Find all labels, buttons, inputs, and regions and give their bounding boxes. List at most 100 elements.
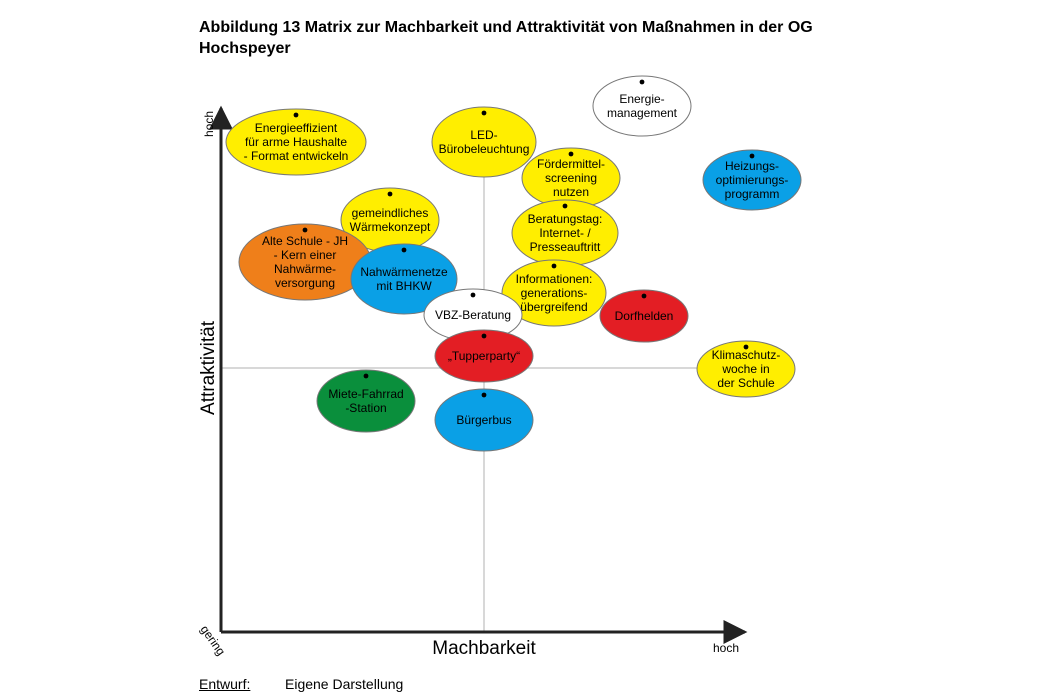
bubble-marker: [302, 227, 308, 233]
bubble-label-line: - Kern einer: [274, 248, 337, 262]
bubble-ellipse: [225, 108, 367, 176]
bubble-marker: [481, 392, 487, 398]
bubble: Informationen: generations-übergreifend: [501, 259, 607, 327]
bubble-label-line: Informationen:: [516, 272, 593, 286]
source-value: Eigene Darstellung: [285, 676, 404, 692]
bubble-label: Fördermittel-screening nutzen: [537, 157, 605, 199]
bubble-label-line: Bürobeleuchtung: [439, 142, 530, 156]
bubble-marker: [568, 151, 574, 157]
bubble-label: Beratungstag: Internet- / Presseauftritt: [528, 212, 603, 254]
bubble-ellipse: [431, 106, 537, 178]
bubble: Dorfhelden: [599, 289, 689, 343]
bubble-ellipse: [696, 340, 796, 398]
bubble-marker: [401, 247, 407, 253]
bubble-label: Informationen: generations-übergreifend: [516, 272, 593, 314]
bubble-label: „Tupperparty“: [448, 349, 520, 363]
bubble-label-line: generations-: [521, 286, 588, 300]
bubble-label-line: Bürgerbus: [456, 413, 511, 427]
bubble-label: LED-Bürobeleuchtung: [439, 128, 530, 156]
bubble-marker: [481, 110, 487, 116]
bubble-label-line: screening: [545, 171, 597, 185]
bubble-label-line: woche in: [721, 362, 769, 376]
source-note: Entwurf: Eigene Darstellung: [199, 676, 403, 692]
bubble-marker: [562, 203, 568, 209]
axis-labels: Machbarkeit Attraktivität hoch hoch geri…: [198, 111, 739, 659]
bubble-marker: [639, 79, 645, 85]
bubble-ellipse: [316, 369, 416, 433]
bubble-label: Klimaschutz-woche in der Schule: [712, 348, 781, 390]
bubble: LED-Bürobeleuchtung: [431, 106, 537, 178]
bubble-marker: [470, 292, 476, 298]
bubble-label: Energieeffizient für arme Haushalte - Form…: [244, 121, 349, 163]
bubble-ellipse: [350, 243, 458, 315]
bubble-label: Miete-Fahrrad -Station: [328, 387, 403, 415]
bubble-label-line: Klimaschutz-: [712, 348, 781, 362]
bubble-marker: [293, 112, 299, 118]
source-label: Entwurf:: [199, 676, 251, 692]
bubbles: Energieeffizient für arme Haushalte - Form…: [225, 75, 802, 452]
bubble-label-line: Nahwärme-: [274, 262, 336, 276]
figure-title: Abbildung 13 Matrix zur Machbarkeit und …: [199, 19, 813, 57]
bubble-marker: [551, 263, 557, 269]
bubble-label: Energie-management: [607, 92, 678, 120]
bubble: Alte Schule - JH - Kern einer Nahwärme-ver…: [238, 223, 372, 301]
bubble: „Tupperparty“: [434, 329, 534, 383]
bubble-label-line: versorgung: [275, 276, 335, 290]
bubble-marker: [749, 153, 755, 159]
bubble-label-line: der Schule: [717, 376, 775, 390]
x-axis-title: Machbarkeit: [432, 638, 536, 659]
bubble-marker: [481, 333, 487, 339]
bubble-label: Dorfhelden: [615, 309, 674, 323]
bubble-label-line: mit BHKW: [376, 279, 432, 293]
bubble: Beratungstag: Internet- / Presseauftritt: [511, 199, 619, 267]
bubble-ellipse: [434, 388, 534, 452]
bubble: Nahwärmenetze mit BHKW: [350, 243, 458, 315]
bubble-ellipse: [501, 259, 607, 327]
bubble-label-line: nutzen: [553, 185, 589, 199]
bubble-label-line: Energie-: [619, 92, 664, 106]
bubble-label-line: optimierungs-: [716, 173, 789, 187]
bubble: Fördermittel-screening nutzen: [521, 147, 621, 209]
bubble: Energie-management: [592, 75, 692, 137]
bubble-label-line: Alte Schule - JH: [262, 234, 348, 248]
bubble: Heizungs-optimierungs-programm: [702, 149, 802, 211]
bubble: Klimaschutz-woche in der Schule: [696, 340, 796, 398]
bubble-label-line: LED-: [470, 128, 497, 142]
bubble-label: Heizungs-optimierungs-programm: [716, 159, 789, 201]
bubble-label-line: Presseauftritt: [530, 240, 601, 254]
bubble-marker: [363, 373, 369, 379]
bubble-label-line: Fördermittel-: [537, 157, 605, 171]
bubble-label: gemeindliches Wärmekonzept: [350, 206, 431, 234]
bubble-label: VBZ-Beratung: [435, 308, 511, 322]
bubble-label-line: Dorfhelden: [615, 309, 674, 323]
y-axis-title: Attraktivität: [198, 320, 219, 415]
bubble-label-line: Internet- /: [539, 226, 591, 240]
bubble: VBZ-Beratung: [423, 288, 523, 342]
bubble-ellipse: [434, 329, 534, 383]
bubble-label: Bürgerbus: [456, 413, 511, 427]
bubble-label-line: übergreifend: [520, 300, 587, 314]
bubble-label-line: -Station: [345, 401, 386, 415]
bubble-label-line: „Tupperparty“: [448, 349, 520, 363]
bubble: Energieeffizient für arme Haushalte - Form…: [225, 108, 367, 176]
bubble-label: Alte Schule - JH - Kern einer Nahwärme-ver…: [262, 234, 348, 290]
bubble: Bürgerbus: [434, 388, 534, 452]
bubble-label-line: programm: [725, 187, 780, 201]
bubble-label-line: Beratungstag:: [528, 212, 603, 226]
bubble-label-line: management: [607, 106, 678, 120]
bubble-label-line: gemeindliches: [352, 206, 429, 220]
bubble-label-line: für arme Haushalte: [245, 135, 347, 149]
bubble-label-line: Nahwärmenetze: [360, 265, 448, 279]
bubble-marker: [743, 344, 749, 350]
x-tick-high: hoch: [713, 641, 739, 655]
origin-tick-low: gering: [198, 623, 229, 658]
bubble-label: Nahwärmenetze mit BHKW: [360, 265, 448, 293]
bubble-ellipse: [702, 149, 802, 211]
bubble-ellipse: [592, 75, 692, 137]
bubble-marker: [387, 191, 393, 197]
bubble: gemeindliches Wärmekonzept: [340, 187, 440, 253]
bubble: Miete-Fahrrad -Station: [316, 369, 416, 433]
bubble-label-line: Wärmekonzept: [350, 220, 431, 234]
bubble-label-line: - Format entwickeln: [244, 149, 349, 163]
